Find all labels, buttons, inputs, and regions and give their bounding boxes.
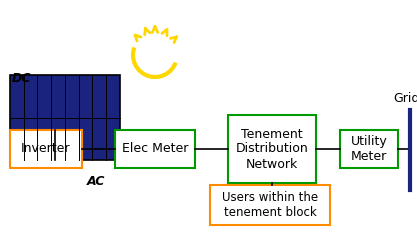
FancyBboxPatch shape bbox=[340, 130, 398, 168]
FancyBboxPatch shape bbox=[228, 115, 316, 183]
Text: Elec Meter: Elec Meter bbox=[122, 143, 188, 155]
FancyBboxPatch shape bbox=[10, 75, 120, 160]
Text: Utility
Meter: Utility Meter bbox=[351, 135, 387, 163]
Text: DC: DC bbox=[12, 72, 32, 85]
FancyBboxPatch shape bbox=[10, 130, 82, 168]
Text: Inverter: Inverter bbox=[21, 143, 71, 155]
Text: Users within the
tenement block: Users within the tenement block bbox=[222, 191, 318, 219]
Text: AC: AC bbox=[87, 175, 106, 188]
Text: Tenement
Distribution
Network: Tenement Distribution Network bbox=[236, 127, 309, 171]
FancyBboxPatch shape bbox=[210, 185, 330, 225]
FancyBboxPatch shape bbox=[115, 130, 195, 168]
Text: Grid: Grid bbox=[393, 92, 417, 105]
